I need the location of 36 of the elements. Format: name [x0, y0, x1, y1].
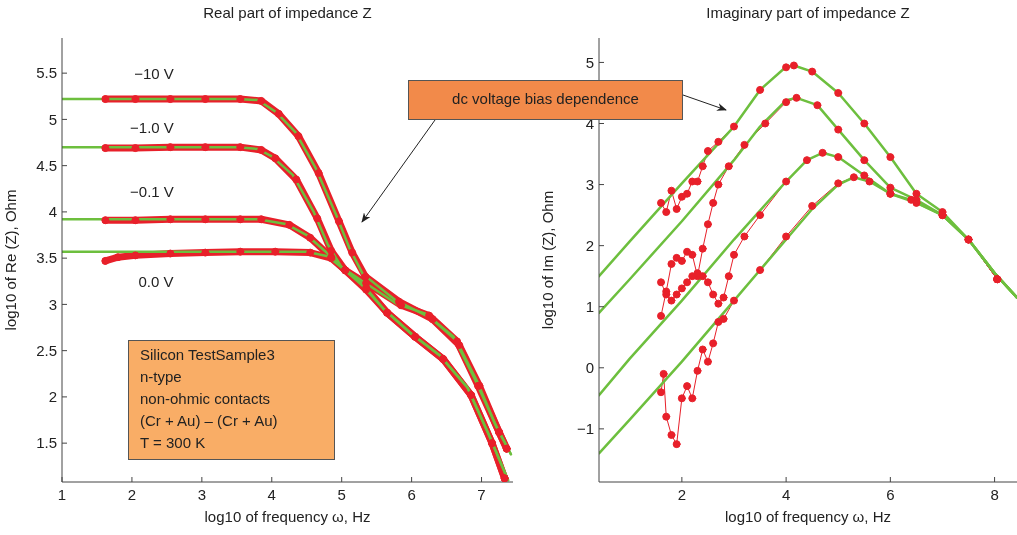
y-tick-label: −1 — [576, 420, 594, 438]
x-axis-title: log10 of frequency ω, Hz — [203, 508, 372, 525]
x-tick-label: 3 — [197, 485, 207, 503]
annotation: 0.0 V — [137, 272, 175, 292]
x-axis-title: log10 of frequency ω, Hz — [724, 508, 892, 525]
x-tick-label: 6 — [407, 485, 416, 503]
x-tick-label: 4 — [781, 485, 791, 503]
annotation: −1.0 V — [129, 118, 175, 138]
annotation: −10 V — [133, 64, 175, 84]
annotation: dc voltage bias dependence — [452, 90, 639, 107]
x-tick-label: 4 — [267, 485, 276, 503]
y-tick-label: 2 — [48, 388, 57, 406]
y-tick-label: 2.5 — [36, 341, 57, 359]
y-tick-label: 1 — [585, 298, 594, 316]
y-tick-label: 4 — [48, 203, 57, 221]
x-tick-label: 6 — [886, 485, 895, 503]
x-tick-label: 2 — [127, 485, 137, 503]
x-tick-label: 5 — [337, 485, 346, 503]
annotation: −0.1 V — [129, 182, 175, 202]
y-tick-label: 3.5 — [36, 249, 57, 267]
y-tick-label: 5 — [48, 110, 57, 128]
y-tick-label: 3 — [585, 175, 594, 193]
y-tick-label: 1.5 — [36, 434, 57, 452]
y-axis-title: log10 of Im (Z), Ohm — [538, 190, 556, 330]
y-tick-label: 2 — [585, 236, 594, 254]
x-tick-label: 8 — [990, 485, 999, 503]
y-axis-title: log10 of Re (Z), Ohm — [1, 189, 19, 331]
x-tick-label: 7 — [477, 485, 486, 503]
x-tick-label: 2 — [677, 485, 687, 503]
y-tick-label: 5.5 — [36, 64, 57, 82]
chart-title: Real part of impedance Z — [202, 4, 373, 21]
y-tick-label: 3 — [48, 295, 57, 313]
chart-title: Imaginary part of impedance Z — [705, 4, 911, 21]
y-tick-label: 5 — [585, 53, 594, 71]
y-tick-label: 0 — [585, 359, 594, 377]
y-tick-label: 4.5 — [36, 156, 57, 174]
